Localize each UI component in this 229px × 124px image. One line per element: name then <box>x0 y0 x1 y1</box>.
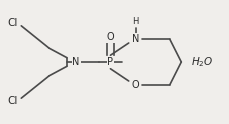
Text: $H_2O$: $H_2O$ <box>190 55 212 69</box>
Text: N: N <box>131 34 139 44</box>
Text: P: P <box>107 57 113 67</box>
Text: N: N <box>72 57 79 67</box>
Text: Cl: Cl <box>7 96 17 106</box>
Text: Cl: Cl <box>7 18 17 28</box>
Text: H: H <box>132 17 138 26</box>
Text: O: O <box>106 32 114 43</box>
Text: O: O <box>131 80 139 90</box>
